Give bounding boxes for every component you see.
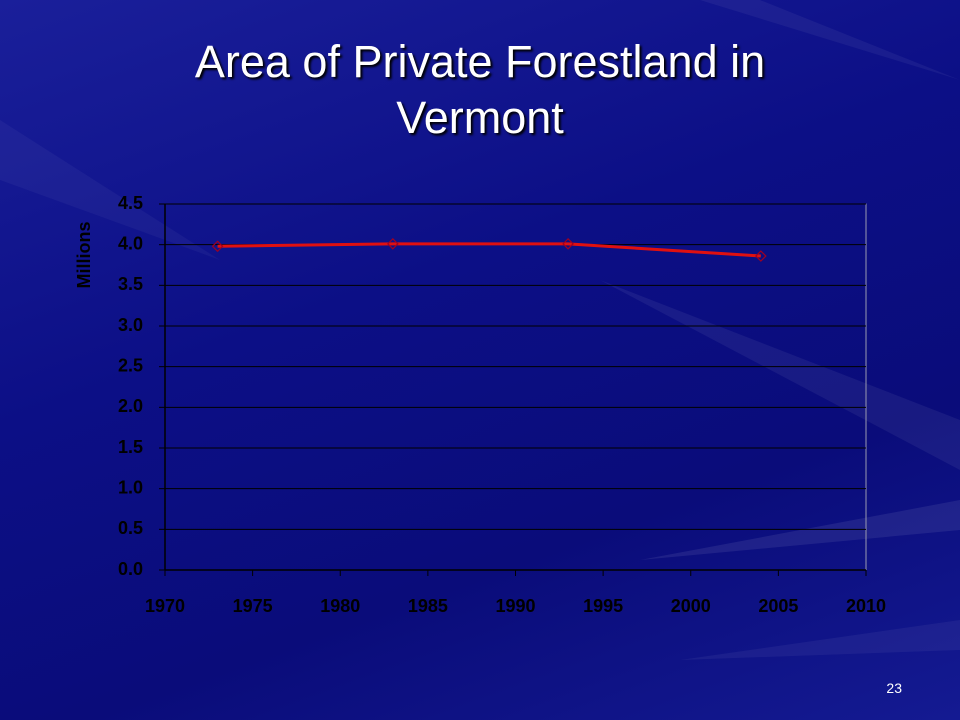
- data-marker: [562, 238, 574, 250]
- data-line: [217, 242, 761, 258]
- page-number: 23: [886, 680, 902, 696]
- data-marker: [755, 250, 767, 262]
- slide-title: Area of Private Forestland in Vermont: [194, 36, 766, 143]
- y-tick-label: 3.5: [118, 274, 143, 294]
- y-tick-label: 0.5: [118, 518, 143, 538]
- x-tick-label: 2005: [758, 596, 798, 616]
- x-tick-label: 1990: [495, 596, 535, 616]
- x-tick-label: 2000: [671, 596, 711, 616]
- x-tick-label: 1995: [583, 596, 623, 616]
- data-marker: [386, 238, 399, 250]
- y-tick-label: 0.0: [118, 559, 143, 579]
- x-tick-label: 1970: [145, 596, 185, 616]
- x-tick-label: 1985: [408, 596, 448, 616]
- x-tick-label: 1975: [233, 596, 273, 616]
- data-marker: [211, 240, 224, 253]
- y-tick-label: 2.5: [118, 355, 143, 375]
- y-tick-label: 4.0: [118, 233, 143, 253]
- x-tick-label: 1980: [320, 596, 360, 616]
- y-tick-label: 3.0: [118, 315, 143, 335]
- y-tick-label: 1.0: [118, 477, 143, 497]
- y-tick-label: 4.5: [118, 193, 143, 213]
- plot-area: [164, 203, 867, 571]
- y-axis-label: Millions: [74, 222, 94, 289]
- x-tick-label: 2010: [846, 596, 886, 616]
- y-tick-label: 1.5: [118, 437, 143, 457]
- y-tick-label: 2.0: [118, 396, 143, 416]
